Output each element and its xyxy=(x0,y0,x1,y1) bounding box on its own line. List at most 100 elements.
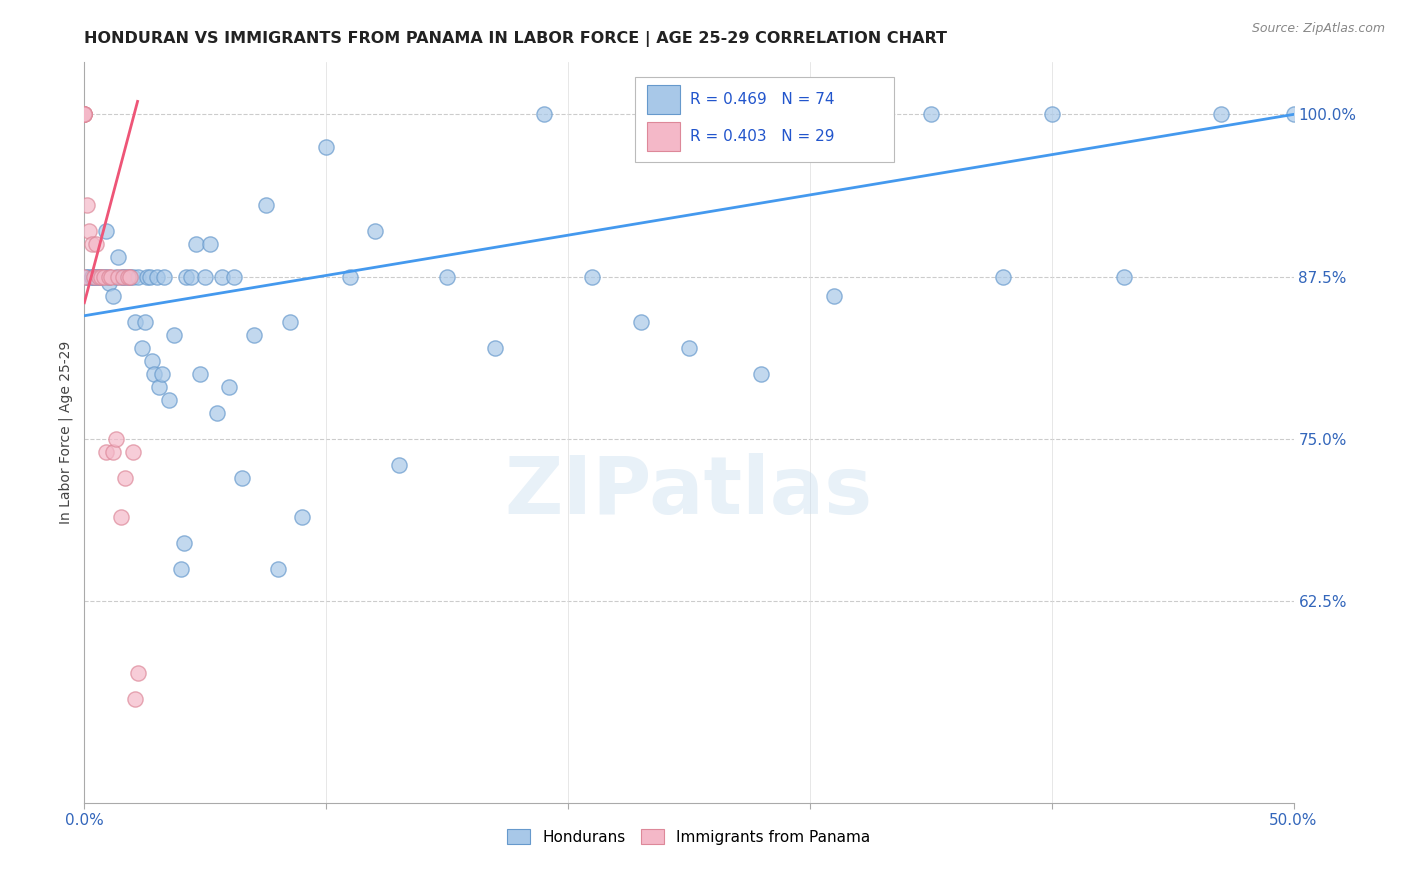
Point xyxy=(83,269,105,284)
FancyBboxPatch shape xyxy=(634,78,894,162)
Point xyxy=(97,269,120,284)
Point xyxy=(121,445,143,459)
Text: Source: ZipAtlas.com: Source: ZipAtlas.com xyxy=(1251,22,1385,36)
Point xyxy=(194,269,217,284)
Point xyxy=(94,269,117,284)
Point xyxy=(107,269,129,284)
Point xyxy=(173,536,195,550)
Point xyxy=(751,367,773,381)
Point xyxy=(254,198,277,212)
Text: R = 0.469   N = 74: R = 0.469 N = 74 xyxy=(690,92,835,107)
Point xyxy=(83,269,105,284)
Point xyxy=(153,269,176,284)
Point xyxy=(94,224,117,238)
Point xyxy=(73,107,96,121)
Point xyxy=(630,315,652,329)
Point xyxy=(242,328,264,343)
Point xyxy=(267,562,290,576)
Point xyxy=(80,269,103,284)
Point xyxy=(131,341,153,355)
Point xyxy=(136,269,159,284)
Point xyxy=(73,107,96,121)
Point xyxy=(174,269,197,284)
Point xyxy=(207,406,229,420)
Point xyxy=(388,458,411,472)
Point xyxy=(291,510,314,524)
Point xyxy=(73,107,96,121)
Point xyxy=(103,445,125,459)
Point xyxy=(107,250,129,264)
Point xyxy=(170,562,193,576)
Point xyxy=(823,289,845,303)
Point xyxy=(163,328,186,343)
Point xyxy=(278,315,301,329)
Point xyxy=(87,269,110,284)
Point xyxy=(87,269,110,284)
Point xyxy=(148,380,170,394)
Bar xyxy=(647,86,681,113)
Point xyxy=(150,367,173,381)
Point xyxy=(114,471,136,485)
Point xyxy=(112,269,135,284)
Point xyxy=(90,269,112,284)
Point xyxy=(103,289,125,303)
Point xyxy=(80,237,103,252)
Point xyxy=(180,269,202,284)
Text: ZIPatlas: ZIPatlas xyxy=(505,453,873,531)
Point xyxy=(97,269,120,284)
Point xyxy=(315,140,337,154)
Point xyxy=(231,471,253,485)
Legend: Hondurans, Immigrants from Panama: Hondurans, Immigrants from Panama xyxy=(502,822,876,851)
Point xyxy=(124,315,146,329)
Bar xyxy=(647,122,681,151)
Point xyxy=(110,269,132,284)
Point xyxy=(224,269,246,284)
Text: R = 0.403   N = 29: R = 0.403 N = 29 xyxy=(690,129,835,144)
Point xyxy=(112,269,135,284)
Point xyxy=(90,269,112,284)
Point xyxy=(198,237,221,252)
Point xyxy=(73,269,96,284)
Point xyxy=(73,107,96,121)
Point xyxy=(80,269,103,284)
Point xyxy=(120,269,142,284)
Point xyxy=(363,224,385,238)
Point xyxy=(157,393,180,408)
Point xyxy=(117,269,139,284)
Point xyxy=(93,269,115,284)
Point xyxy=(339,269,361,284)
Point xyxy=(134,315,156,329)
Point xyxy=(218,380,240,394)
Point xyxy=(73,107,96,121)
Point xyxy=(581,269,603,284)
Point xyxy=(127,665,149,680)
Point xyxy=(110,510,132,524)
Point xyxy=(190,367,212,381)
Point xyxy=(436,269,458,284)
Point xyxy=(146,269,169,284)
Point xyxy=(104,269,127,284)
Text: HONDURAN VS IMMIGRANTS FROM PANAMA IN LABOR FORCE | AGE 25-29 CORRELATION CHART: HONDURAN VS IMMIGRANTS FROM PANAMA IN LA… xyxy=(84,31,948,47)
Point xyxy=(77,224,100,238)
Point xyxy=(120,269,142,284)
Point xyxy=(1209,107,1232,121)
Point xyxy=(127,269,149,284)
Point xyxy=(76,198,98,212)
Point xyxy=(97,277,120,291)
Point xyxy=(114,269,136,284)
Point xyxy=(533,107,555,121)
Point xyxy=(76,269,98,284)
Point xyxy=(138,269,160,284)
Point xyxy=(141,354,163,368)
Point xyxy=(1282,107,1305,121)
Point xyxy=(1114,269,1136,284)
Point xyxy=(93,269,115,284)
Point xyxy=(87,269,110,284)
Y-axis label: In Labor Force | Age 25-29: In Labor Force | Age 25-29 xyxy=(59,341,73,524)
Point xyxy=(920,107,942,121)
Point xyxy=(184,237,207,252)
Point xyxy=(678,341,700,355)
Point xyxy=(86,269,108,284)
Point xyxy=(86,237,108,252)
Point xyxy=(143,367,166,381)
